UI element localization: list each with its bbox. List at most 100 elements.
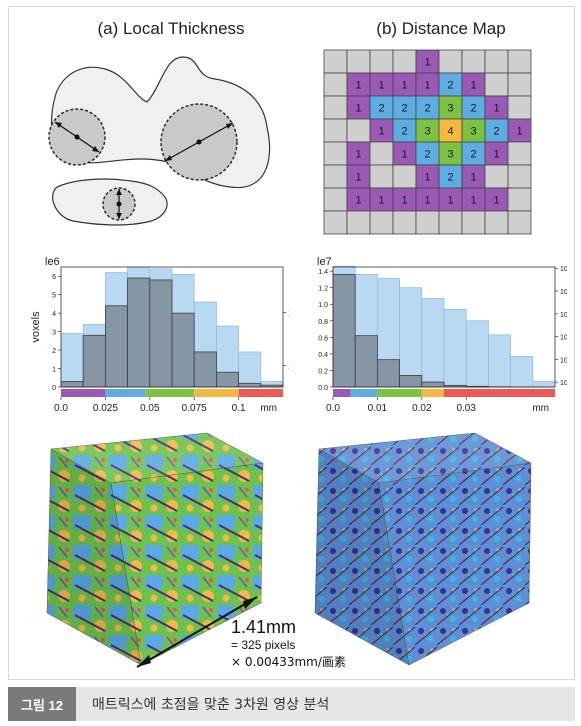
y-multiplier: le7 [317, 256, 332, 268]
grid-cell [392, 49, 417, 74]
grid-cell-value: 1 [493, 195, 499, 207]
y2-tick-label: 10⁵ [288, 363, 289, 370]
grid-cell [507, 95, 532, 120]
grid-cell-value: 3 [447, 103, 453, 115]
grid-cell-value: 1 [401, 80, 407, 92]
grid-cell-value: 1 [378, 126, 384, 138]
grid-cell [369, 210, 394, 235]
grid-cell [369, 49, 394, 74]
grid-cell-value: 1 [424, 57, 430, 69]
figure-caption-text: 매트릭스에 초점을 맞춘 3차원 영상 분석 [92, 697, 330, 713]
grid-cell [461, 210, 486, 235]
grid-cell-value: 2 [401, 103, 407, 115]
grid-cell-value: 1 [470, 80, 476, 92]
y-tick-label: 1 [52, 367, 56, 374]
scale-length: 1.41mm [231, 617, 297, 637]
bar-log10 [532, 380, 556, 388]
y-multiplier: le6 [45, 256, 60, 268]
y-tick-label: 3 [52, 330, 56, 337]
x-tick-label: 0.01 [368, 403, 388, 414]
grid-cell-value: 1 [470, 195, 476, 207]
grid-cell [484, 49, 509, 74]
grid-cell [484, 72, 509, 97]
y-tick-label: 0.4 [318, 352, 328, 359]
grid-cell [507, 210, 532, 235]
grid-cell-value: 1 [470, 172, 476, 184]
bar-log10 [488, 334, 511, 388]
color-bar-segment [61, 389, 106, 397]
x-tick-label: 0.1 [232, 403, 246, 414]
bar-voxels [127, 277, 151, 388]
bar-voxels [149, 279, 173, 388]
y-tick-label: 4 [52, 311, 56, 318]
x-axis-unit: mm [532, 403, 549, 414]
x-tick-label: 0.03 [456, 403, 476, 414]
grid-cell [484, 210, 509, 235]
grid-cell-value: 1 [516, 126, 522, 138]
grid-cell [392, 164, 417, 189]
grid-cell-value: 1 [355, 103, 361, 115]
x-axis-unit: mm [260, 403, 277, 414]
y-tick-label: 0.8 [318, 319, 328, 326]
bar-voxels [399, 375, 423, 388]
grid-cell [346, 49, 371, 74]
bar-log10 [421, 298, 445, 388]
scale-arrow [136, 596, 258, 668]
plot-frame [332, 266, 556, 388]
y-tick-label: 1.0 [318, 302, 328, 309]
grid-cell [507, 72, 532, 97]
y2-tick-label: 10² [560, 380, 567, 387]
grid-cell [323, 187, 348, 212]
bar-voxels [171, 312, 195, 388]
x-tick-label: 0.0 [54, 403, 68, 414]
bar-voxels [82, 334, 106, 388]
figure-number-badge: 그림 12 [8, 687, 76, 721]
grid-cell-value: 3 [447, 149, 453, 161]
color-bar-segment [194, 389, 239, 397]
distance-map-grid: 1 1 1 1 1 2 1 1 2 2 2 3 2 1 1 2 3 4 3 2 1 1 1 2 3 2 1 1 1 2 1 1 1 1 1 1 1 1 [323, 49, 532, 235]
grid-cell-value: 1 [424, 80, 430, 92]
bar-log10 [399, 287, 423, 388]
bar-log10 [238, 351, 262, 388]
bar-voxels [238, 382, 262, 388]
grid-cell-value: 1 [401, 195, 407, 207]
grid-cell-value: 3 [470, 126, 476, 138]
grid-cell-value: 1 [378, 195, 384, 207]
y-tick-label: 1.4 [318, 269, 328, 276]
y2-tick-label: 10⁷ [560, 266, 567, 273]
grid-cell [507, 164, 532, 189]
grid-cell-value: 2 [378, 103, 384, 115]
grid-cell [484, 164, 509, 189]
histogram-local-thickness: le6012345610⁵10⁶voxelslog100.00.0250.050… [30, 256, 289, 414]
x-tick-label: 0.02 [412, 403, 432, 414]
grid-cell [461, 49, 486, 74]
histogram-distance-map: le7 0.0 0.2 0.4 0.6 0.8 1.0 1.2 1.4 10² 10³ 10⁴ 10⁵ 1… [317, 256, 567, 414]
y-tick-label: 1.2 [318, 286, 328, 293]
color-bar-segment [105, 389, 146, 397]
grid-cell [507, 141, 532, 166]
y2-tick-label: 10⁵ [560, 312, 567, 319]
grid-cell-value: 1 [401, 149, 407, 161]
y-tick-label: 0 [52, 385, 56, 392]
bar-voxels [377, 359, 401, 388]
grid-cell [438, 49, 463, 74]
bar-voxels [215, 371, 239, 388]
grid-cell-value: 1 [355, 80, 361, 92]
grid-cell-value: 2 [401, 126, 407, 138]
y-axis-label: voxels [30, 311, 42, 343]
grid-cell-value: 1 [424, 172, 430, 184]
grid-cell-value: 2 [424, 103, 430, 115]
grid-cell [369, 164, 394, 189]
grid-cell [392, 210, 417, 235]
grid-cell [323, 164, 348, 189]
grid-cell-value: 1 [355, 149, 361, 161]
scale-factor: × 0.00433mm/画素 [231, 655, 346, 669]
bar-voxels [193, 351, 217, 388]
local-thickness-diagram [48, 56, 271, 226]
bar-voxels [421, 381, 445, 388]
panel-a-title: (a) Local Thickness [97, 19, 245, 38]
grid-cell-value: 1 [447, 195, 453, 207]
grid-cell [507, 187, 532, 212]
bar-voxels [105, 305, 129, 388]
grid-cell [323, 49, 348, 74]
